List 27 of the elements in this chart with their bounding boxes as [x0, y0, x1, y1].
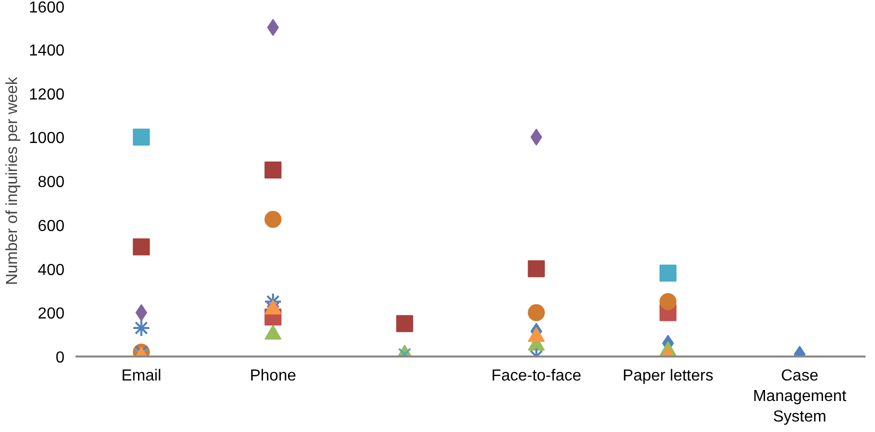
y-tick-label: 1400	[28, 42, 65, 60]
y-tick-label: 1200	[28, 86, 65, 104]
point	[528, 260, 545, 278]
y-tick-label: 0	[56, 350, 65, 366]
point	[132, 318, 150, 337]
x-tick-label: Email	[121, 368, 162, 384]
y-tick-label: 1600	[28, 0, 65, 16]
point	[264, 162, 282, 179]
x-tick-label: Paper letters	[622, 368, 714, 384]
point	[132, 238, 150, 256]
point	[528, 327, 545, 342]
point	[264, 210, 282, 228]
y-axis-title: Number of inquiries per week	[4, 76, 21, 286]
point	[660, 264, 676, 282]
x-tick-label: Phone	[250, 368, 296, 384]
point	[132, 128, 150, 146]
point	[528, 304, 545, 322]
x-tick-label: Case Management System	[752, 368, 847, 426]
x-tick-label: Face-to-face	[491, 368, 582, 384]
point	[264, 324, 282, 340]
y-tick-label: 1000	[28, 130, 65, 148]
y-tick-label: 800	[38, 174, 65, 191]
y-tick-label: 400	[38, 262, 65, 279]
point	[660, 293, 676, 310]
y-tick-label: 600	[38, 218, 65, 235]
point	[396, 315, 414, 332]
y-tick-label: 200	[38, 306, 65, 323]
